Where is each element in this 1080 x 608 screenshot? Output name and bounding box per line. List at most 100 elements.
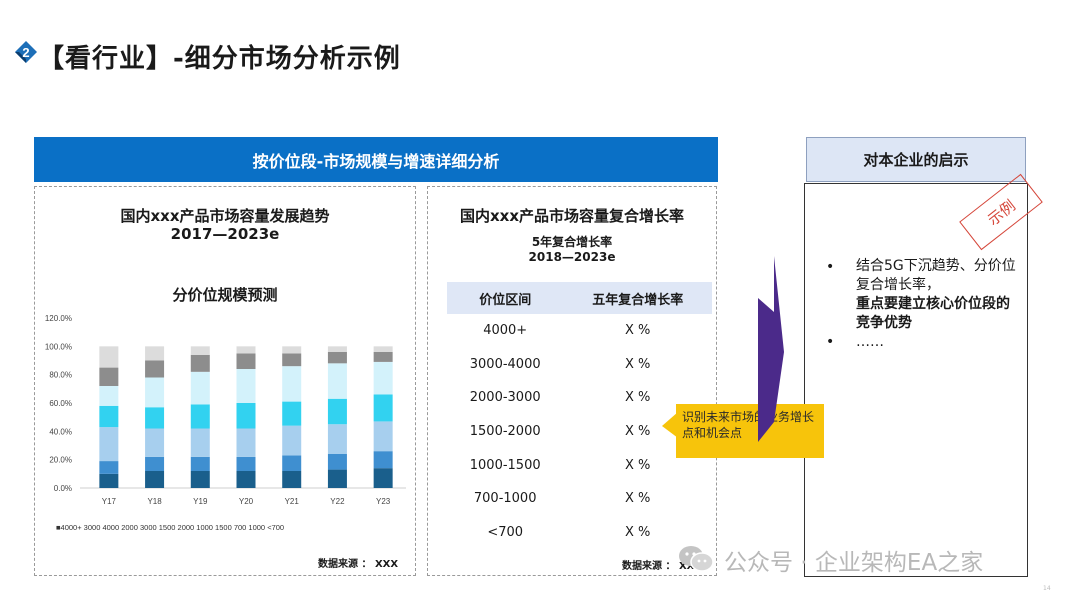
table-row: 3000-4000 X % <box>447 348 712 382</box>
implications-panel <box>804 183 1028 577</box>
cagr-table-panel <box>427 186 717 576</box>
section-number-diamond-icon: 2 <box>15 41 37 63</box>
x-tick-label: Y20 <box>239 497 254 506</box>
bar-segment <box>99 461 119 474</box>
table-row: <700 X % <box>447 516 712 550</box>
cagr-table: 价位区间 五年复合增长率 4000+ X % 3000-4000 X % 2000-… <box>447 282 712 549</box>
bar-segment <box>282 401 302 426</box>
bar-segment <box>373 346 393 352</box>
stacked-bar-chart: 0.0% 20.0% 40.0% 60.0% 80.0% 100.0% 120.0% Y17 Y… <box>45 314 406 532</box>
bar-segment <box>145 346 165 361</box>
bar-segment <box>236 456 256 471</box>
cagr-cell: X % <box>625 424 651 440</box>
price-range-cell: 1500-2000 <box>469 424 541 440</box>
bar-segment <box>99 473 119 488</box>
x-tick-label: Y21 <box>285 497 300 506</box>
bar-segment <box>190 371 210 405</box>
bar-segment <box>236 403 256 429</box>
wechat-logo-icon <box>679 546 714 572</box>
bar-segment <box>327 352 347 364</box>
bar-segment <box>327 363 347 399</box>
mid-data-source: 数据来源 ： XXX <box>622 561 703 572</box>
price-range-cell: 2000-3000 <box>469 390 541 406</box>
table-row: 2000-3000 X % <box>447 381 712 415</box>
y-tick-label: 40.0% <box>49 427 72 436</box>
bar-segment <box>373 451 393 469</box>
bar-segment <box>190 456 210 471</box>
bar-segment <box>327 398 347 425</box>
bar-segment <box>145 360 165 378</box>
trend-chart-title: 国内xxx产品市场容量发展趋势 <box>120 207 330 225</box>
cagr-subtitle: 5年复合增长率 <box>531 235 613 249</box>
bar-segment <box>190 346 210 355</box>
bar-segment <box>99 405 119 428</box>
price-range-cell: 700-1000 <box>473 491 537 507</box>
bar-segment <box>236 346 256 354</box>
bullet-2-text: …… <box>856 334 884 350</box>
bar-segment <box>145 428 165 457</box>
bar-segment <box>282 471 302 488</box>
cagr-cell: X % <box>625 491 651 507</box>
bar-segment <box>282 455 302 471</box>
price-range-cell: <700 <box>487 524 524 540</box>
bar-segment <box>282 366 302 402</box>
table-row: 1000-1500 X % <box>447 448 712 482</box>
trend-chart-period: 2017—2023e <box>170 225 280 243</box>
bar-segment <box>327 469 347 488</box>
bar-segment <box>236 471 256 488</box>
y-tick-label: 20.0% <box>49 456 72 465</box>
table-header-cell: 五年复合增长率 <box>563 282 712 314</box>
price-range-cell: 1000-1500 <box>469 457 541 473</box>
trend-chart-panel <box>34 186 416 576</box>
bullet-1-text: 结合5G下沉趋势、分价位复合增长率， <box>856 258 1016 293</box>
bar-segment <box>282 425 302 456</box>
implications-header: 对本企业的启示 <box>806 137 1026 182</box>
cagr-period: 2018—2023e <box>528 250 616 264</box>
bar-segment <box>327 346 347 352</box>
bar-segment <box>145 471 165 488</box>
bar-segment <box>373 421 393 452</box>
bar-segment <box>373 468 393 488</box>
bar-segment <box>99 386 119 406</box>
bar-segment <box>282 353 302 367</box>
y-tick-label: 80.0% <box>49 371 72 380</box>
cagr-cell: X % <box>625 356 651 372</box>
section-band-title: 按价位段-市场规模与增速详细分析 <box>34 137 718 182</box>
callout-box <box>676 404 824 458</box>
page-number: 14 <box>1043 585 1051 592</box>
bar-segment <box>190 428 210 457</box>
y-tick-label: 100.0% <box>45 342 72 351</box>
bar-segment <box>190 354 210 372</box>
x-tick-label: Y22 <box>330 497 345 506</box>
bar-segment <box>327 454 347 470</box>
table-row: 700-1000 X % <box>447 482 712 516</box>
bar-segment <box>145 456 165 471</box>
price-range-cell: 4000+ <box>483 323 528 339</box>
cagr-cell: X % <box>625 390 651 406</box>
x-tick-label: Y17 <box>102 497 117 506</box>
table-row: 4000+ X % <box>447 314 712 348</box>
legend-text: ■4000+ 3000 4000 2000 3000 1500 2000 100… <box>56 523 284 532</box>
cagr-cell: X % <box>625 323 651 339</box>
bullet-1-emphasis: 重点要建立核心价位段的竞争优势 <box>856 296 1010 331</box>
x-tick-label: Y19 <box>193 497 208 506</box>
bar-segment <box>145 377 165 408</box>
bar-segment <box>99 346 119 368</box>
x-tick-label: Y18 <box>147 497 162 506</box>
table-header-cell: 价位区间 <box>447 282 564 314</box>
bullet-2-marker: • <box>826 334 835 350</box>
table-header-row: 价位区间 五年复合增长率 <box>447 282 712 314</box>
bar-segment <box>373 394 393 422</box>
page-title: 【看行业】-细分市场分析示例 <box>38 44 401 74</box>
cagr-cell: X % <box>625 457 651 473</box>
x-tick-label: Y23 <box>376 497 391 506</box>
bar-segment <box>236 369 256 403</box>
y-tick-label: 0.0% <box>54 484 72 493</box>
y-tick-label: 60.0% <box>49 399 72 408</box>
watermark-text: 公众号 · 企业架构EA之家 <box>724 550 984 576</box>
bar-segment <box>99 367 119 386</box>
cagr-cell: X % <box>625 524 651 540</box>
bar-segment <box>236 428 256 457</box>
section-number: 2 <box>22 45 29 60</box>
chart-subtitle: 分价位规模预测 <box>172 286 278 304</box>
